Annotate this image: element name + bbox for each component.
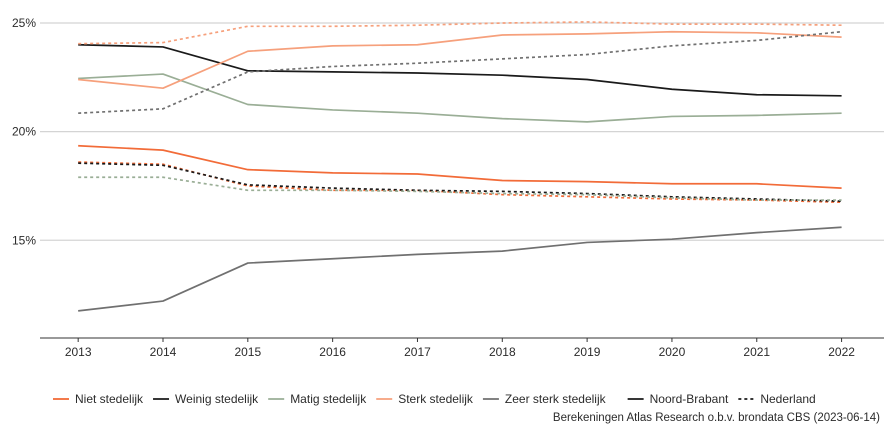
x-tick-label: 2021 xyxy=(743,345,770,359)
x-tick-label: 2020 xyxy=(659,345,686,359)
series-line-weinig-stedelijk-nederland xyxy=(78,162,842,202)
x-tick-label: 2016 xyxy=(319,345,346,359)
legend-label: Nederland xyxy=(760,392,815,406)
x-tick-label: 2013 xyxy=(65,345,92,359)
x-tick-label: 2017 xyxy=(404,345,431,359)
x-tick-label: 2022 xyxy=(828,345,855,359)
x-tick-label: 2015 xyxy=(234,345,261,359)
axes: 15% 20% 25% 2013 2014 2015 2016 2017 2018 2019 202… xyxy=(12,16,884,359)
y-tick-label: 20% xyxy=(12,125,36,139)
legend-label: Sterk stedelijk xyxy=(398,392,474,406)
series-line-zeer-sterk-stedelijk-noord-brabant xyxy=(78,226,842,312)
gridlines xyxy=(40,22,884,241)
series-lines xyxy=(78,21,842,312)
x-tick-label: 2019 xyxy=(574,345,601,359)
legend: Niet stedelijk Weinig stedelijk Matig sted… xyxy=(53,392,816,406)
legend-label: Zeer sterk stedelijk xyxy=(505,392,607,406)
legend-label: Weinig stedelijk xyxy=(175,392,259,406)
y-tick-label: 15% xyxy=(12,233,36,247)
legend-label: Matig stedelijk xyxy=(290,392,367,406)
series-line-niet-stedelijk-noord-brabant xyxy=(78,144,842,189)
legend-label: Niet stedelijk xyxy=(75,392,144,406)
series-line-sterk-stedelijk-noord-brabant xyxy=(78,30,842,90)
series-line-matig-stedelijk-nederland xyxy=(78,176,842,201)
y-tick-label: 25% xyxy=(12,16,36,30)
legend-label: Noord-Brabant xyxy=(650,392,729,406)
chart-caption: Berekeningen Atlas Research o.b.v. brond… xyxy=(553,412,880,424)
series-line-sterk-stedelijk-nederland xyxy=(78,21,842,45)
series-line-weinig-stedelijk-noord-brabant xyxy=(78,43,842,97)
x-tick-label: 2014 xyxy=(150,345,177,359)
series-line-zeer-sterk-stedelijk-nederland xyxy=(78,30,842,115)
series-line-matig-stedelijk-noord-brabant xyxy=(78,73,842,123)
x-tick-label: 2018 xyxy=(489,345,516,359)
